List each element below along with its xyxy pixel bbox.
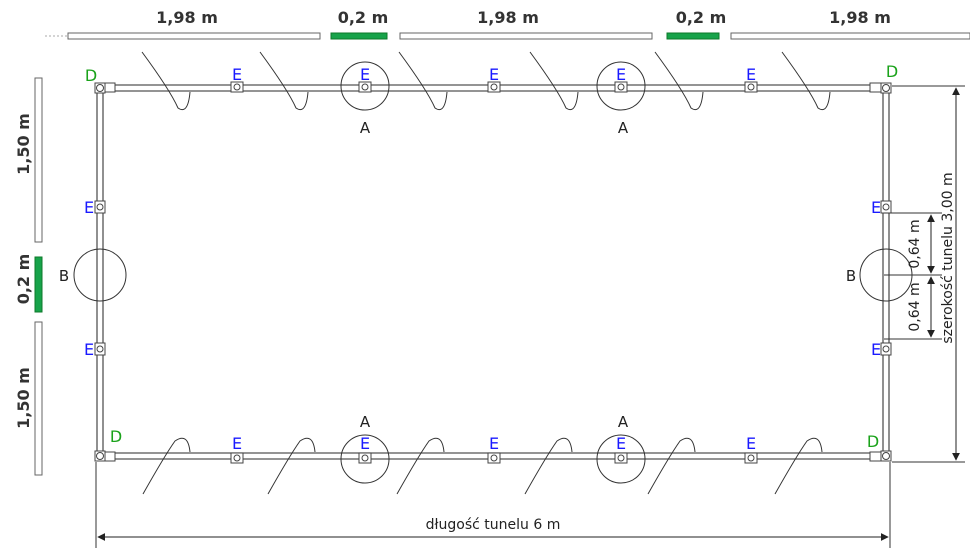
a-label: A: [360, 413, 371, 431]
d-label: D: [886, 62, 898, 81]
top-panel-1-label: 1,98 m: [156, 8, 218, 27]
e-label: E: [360, 65, 370, 84]
e-label: E: [489, 434, 499, 453]
e-label: E: [871, 198, 881, 217]
width-label: szerokość tunelu 3,00 m: [940, 172, 956, 343]
a-label: A: [360, 119, 371, 137]
b-label: B: [59, 267, 69, 285]
top-panel-2-label: 0,2 m: [338, 8, 389, 27]
d-label: D: [110, 427, 122, 446]
side-panel-1-label: 1,50 m: [14, 113, 33, 175]
top-panel-4: [666, 32, 720, 40]
b-label: B: [846, 267, 856, 285]
side-panel-2: [34, 256, 43, 313]
top-panel-2: [330, 32, 388, 40]
side-panel-2-label: 0,2 m: [14, 254, 33, 305]
e-label: E: [746, 434, 756, 453]
E-labels: E E E E E E E E E E E E E E: [84, 65, 881, 453]
side-panel-1: [34, 77, 43, 243]
top-panel-4-label: 0,2 m: [676, 8, 727, 27]
top-hoops: [141, 51, 831, 111]
top-panel-1: [67, 32, 321, 40]
top-panel-row: 1,98 m 0,2 m 1,98 m 0,2 m 1,98 m: [45, 8, 970, 40]
a-label: A: [618, 119, 629, 137]
d-label: D: [867, 432, 879, 451]
bottom-clamps: [230, 452, 758, 464]
e-label: E: [84, 198, 94, 217]
top-panel-5-label: 1,98 m: [829, 8, 891, 27]
d-label: D: [85, 66, 97, 85]
side-panel-3-label: 1,50 m: [14, 367, 33, 429]
side-panel-column: 1,50 m 0,2 m 1,50 m: [14, 77, 43, 476]
tunnel-frame: [94, 82, 892, 462]
side-clamps: [94, 200, 892, 356]
top-panel-5: [730, 32, 970, 40]
side-panel-3: [34, 321, 43, 476]
offset-label-upper: 0,64 m: [907, 219, 923, 268]
e-label: E: [616, 434, 626, 453]
e-label: E: [871, 340, 881, 359]
e-label: E: [616, 65, 626, 84]
length-dimension: długość tunelu 6 m: [95, 462, 891, 548]
width-dimension: szerokość tunelu 3,00 m 0,64 m 0,64 m: [884, 85, 965, 463]
length-label: długość tunelu 6 m: [426, 517, 561, 533]
AB-labels: A A A A B B: [59, 119, 856, 431]
e-label: E: [360, 434, 370, 453]
a-label: A: [618, 413, 629, 431]
e-label: E: [232, 65, 242, 84]
e-label: E: [746, 65, 756, 84]
D-labels: D D D D: [85, 62, 898, 451]
detail-circles: [73, 61, 913, 484]
e-label: E: [232, 434, 242, 453]
offset-label-lower: 0,64 m: [907, 282, 923, 331]
bottom-hoops: [142, 437, 823, 495]
top-panel-3-label: 1,98 m: [477, 8, 539, 27]
e-label: E: [489, 65, 499, 84]
top-panel-3: [399, 32, 653, 40]
e-label: E: [84, 340, 94, 359]
